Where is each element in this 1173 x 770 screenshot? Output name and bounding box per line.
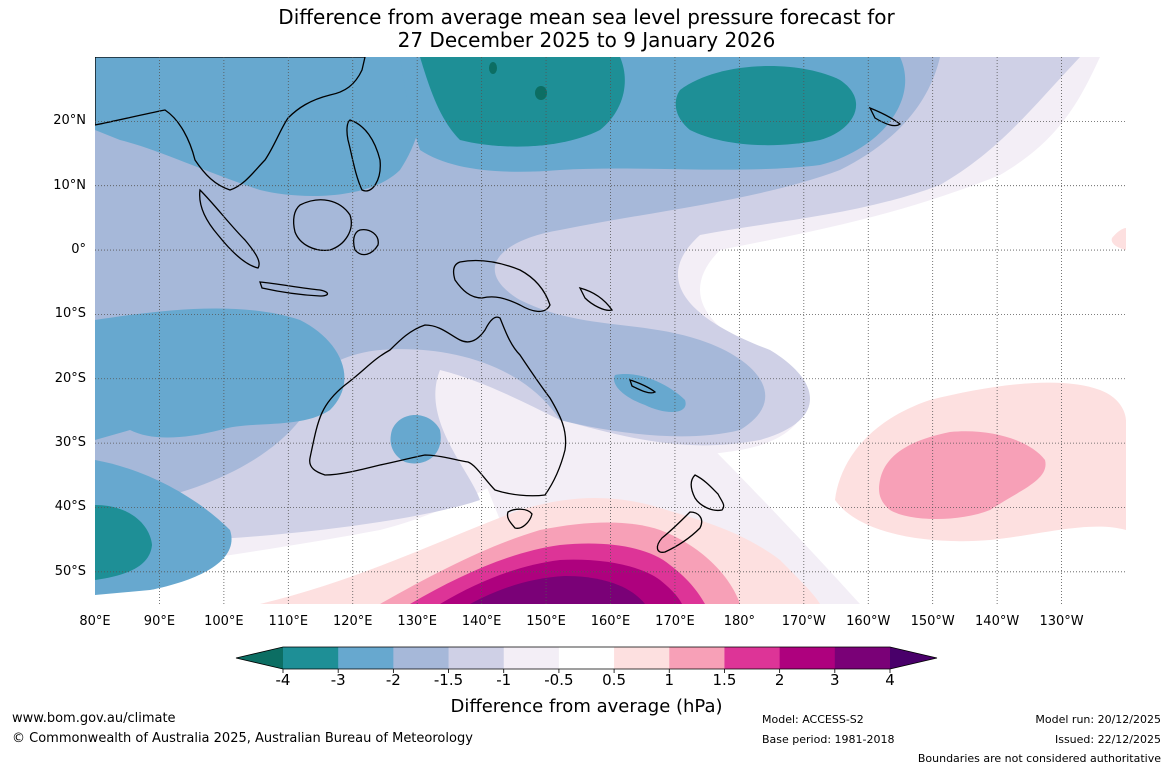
lon-tick-label: 150°W	[910, 614, 955, 629]
sulawesi-coastline	[353, 229, 379, 256]
anomaly-band-minus-3-southwest	[95, 505, 152, 580]
lon-tick-label: 80°E	[79, 614, 111, 629]
java-coastline	[259, 281, 329, 297]
lon-tick-label: 140°W	[975, 614, 1020, 629]
anomaly-fill-layer	[95, 57, 1126, 604]
colorbar-tick-label: -4	[275, 671, 291, 689]
colorbar-bin	[558, 647, 615, 669]
colorbar-under-arrow	[236, 647, 283, 669]
colorbar-tick-label: 1.5	[712, 671, 737, 689]
coastline-layer	[95, 57, 902, 553]
colorbar-tick-label: 2	[774, 671, 785, 689]
anomaly-band-minus-4-spot	[535, 86, 547, 100]
footer-issued: Issued: 22/12/2025	[1054, 733, 1161, 746]
footer-copyright: © Commonwealth of Australia 2025, Austra…	[12, 731, 473, 746]
colorbar-bin	[669, 647, 725, 669]
lon-tick-label: 170°E	[655, 614, 695, 629]
colorbar-tick-label: -3	[330, 671, 346, 689]
anomaly-band-minus-2-bight	[390, 415, 441, 464]
lat-tick-label: 20°S	[54, 370, 86, 386]
lat-tick-label: 40°S	[54, 499, 86, 515]
colorbar-tick-label: 0.5	[602, 671, 626, 689]
lat-tick-label: 10°N	[53, 177, 86, 193]
new-zealand-south-coastline	[656, 511, 703, 553]
colorbar-tick-label: 3	[830, 671, 840, 689]
colorbar-bin	[338, 647, 394, 669]
footer-model-run: Model run: 20/12/2025	[1035, 713, 1161, 726]
australia-coastline	[309, 316, 567, 497]
colorbar-bin	[614, 647, 670, 669]
lon-tick-label: 110°E	[268, 614, 309, 629]
lon-tick-label: 140°E	[461, 614, 502, 629]
lon-tick-label: 170°W	[781, 614, 826, 629]
graticule	[95, 57, 1126, 604]
lat-tick-label: 50°S	[54, 563, 86, 579]
anomaly-band-minus-4-spot-2	[489, 62, 497, 74]
tasmania-coastline	[506, 508, 533, 529]
colorbar-bin	[448, 647, 505, 669]
colorbar-bin	[283, 647, 339, 669]
colorbar-bin	[393, 647, 450, 669]
sumatra-coastline	[199, 188, 260, 269]
colorbar-tick-label: -1.5	[433, 671, 464, 689]
lon-tick-label: 160°W	[846, 614, 891, 629]
colorbar-tick-label: 4	[885, 671, 895, 689]
colorbar-title: Difference from average (hPa)	[450, 696, 723, 717]
new-caledonia-coastline	[628, 379, 657, 394]
footer-model: Model: ACCESS-S2	[762, 713, 864, 726]
solomon-islands-coastline	[578, 286, 614, 311]
anomaly-band-minus-3-west	[420, 57, 625, 147]
anomaly-band-minus-3-east	[675, 66, 857, 146]
map-title-line1: Difference from average mean sea level p…	[278, 5, 895, 29]
colorbar-tick-label: -1	[496, 671, 512, 689]
map-title-line2: 27 December 2025 to 9 January 2026	[397, 28, 776, 52]
lon-tick-label: 130°E	[397, 614, 437, 629]
philippines-coastline	[346, 119, 381, 192]
lon-tick-label: 160°E	[590, 614, 631, 629]
lat-tick-label: 30°S	[54, 435, 86, 451]
colorbar-tick-label: -0.5	[544, 671, 574, 689]
lat-tick-label: 20°N	[53, 113, 86, 129]
lat-tick-label: 0°	[71, 242, 86, 258]
colorbar-bin	[724, 647, 781, 669]
colorbar-bin	[779, 647, 836, 669]
lon-tick-label: 100°E	[204, 614, 244, 629]
anomaly-band-plus-3-south	[470, 576, 645, 604]
footer-base-period: Base period: 1981-2018	[762, 733, 895, 746]
asia-coastline	[95, 57, 366, 191]
anomaly-band-plus-1-east	[879, 431, 1046, 519]
new-zealand-north-coastline	[690, 474, 725, 512]
lat-tick-label: 10°S	[54, 306, 86, 322]
colorbar-over-arrow	[890, 647, 937, 669]
colorbar-tick-label: 1	[664, 671, 675, 689]
lon-tick-label: 130°W	[1039, 614, 1084, 629]
footer-site-link[interactable]: www.bom.gov.au/climate	[12, 711, 176, 726]
lon-tick-label: 180°	[723, 614, 756, 629]
colorbar-bin	[834, 647, 891, 669]
lon-tick-label: 150°E	[526, 614, 566, 629]
colorbar-tick-label: -2	[385, 671, 401, 689]
new-guinea-coastline	[453, 259, 551, 313]
footer-disclaimer: Boundaries are not considered authoritat…	[917, 752, 1161, 765]
lon-tick-label: 90°E	[143, 614, 176, 629]
anomaly-band-plus-0.5-equator	[1111, 228, 1126, 250]
hawaii-coastline	[868, 106, 902, 127]
lon-tick-label: 120°E	[332, 614, 373, 629]
colorbar-bin	[503, 647, 560, 669]
anomaly-band-minus-2-indian	[95, 308, 345, 440]
